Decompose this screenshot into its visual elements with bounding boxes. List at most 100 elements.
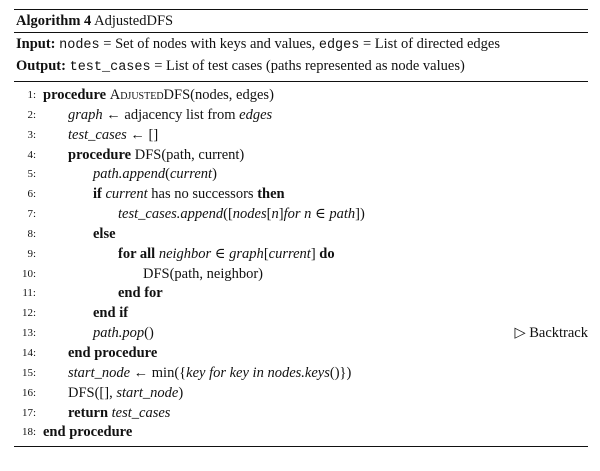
code-token: ∈ bbox=[211, 245, 230, 262]
algorithm-lines: 1: procedure AdjustedDFS(nodes, edges) 2: g… bbox=[14, 86, 588, 443]
line-code: end if bbox=[93, 304, 128, 324]
input-spec: Input: nodes = Set of nodes with keys an… bbox=[14, 33, 588, 56]
algorithm-line: 4: procedure DFS(path, current) bbox=[14, 146, 588, 166]
code-token: DFS([], bbox=[68, 384, 117, 401]
code-token: path bbox=[329, 206, 356, 223]
code-token: current bbox=[105, 186, 148, 203]
input-var-nodes: nodes bbox=[59, 38, 100, 53]
line-code: test_cases ← [] bbox=[68, 126, 158, 146]
algorithm-line: 12: end if bbox=[14, 304, 588, 324]
line-code: test_cases.append([nodes[n]for n ∈ path]… bbox=[118, 205, 365, 225]
code-token: current bbox=[268, 245, 311, 262]
code-token: DFS(nodes, edges) bbox=[163, 87, 274, 103]
algorithm-line: 17: return test_cases bbox=[14, 404, 588, 424]
line-comment: ▷ Backtrack bbox=[514, 325, 588, 342]
code-token: procedure bbox=[43, 87, 110, 103]
code-token: [ bbox=[263, 245, 269, 262]
code-token: neighbor bbox=[158, 245, 212, 262]
algorithm-line: 10: DFS(path, neighbor) bbox=[14, 265, 588, 285]
line-code: path.append(current) bbox=[93, 165, 217, 185]
code-token: ) bbox=[178, 384, 184, 401]
code-token: ← [] bbox=[126, 126, 159, 143]
code-token: () bbox=[144, 325, 154, 342]
algorithm-caption: Algorithm 4 AdjustedDFS bbox=[14, 10, 588, 32]
line-number: 11: bbox=[22, 287, 36, 300]
input-text-edges: = List of directed edges bbox=[359, 36, 501, 52]
code-token: then bbox=[257, 186, 285, 203]
bottom-rule bbox=[14, 446, 588, 448]
algorithm-block: Algorithm 4 AdjustedDFS Input: nodes = S… bbox=[14, 9, 588, 448]
line-number: 2: bbox=[27, 108, 36, 121]
code-token: end procedure bbox=[68, 344, 158, 361]
line-number: 6: bbox=[27, 188, 36, 201]
line-number: 13: bbox=[21, 327, 36, 340]
output-var: test_cases bbox=[69, 60, 151, 75]
code-token: graph bbox=[68, 106, 103, 123]
code-token: end if bbox=[93, 305, 129, 322]
line-code: end procedure bbox=[43, 423, 132, 443]
line-number: 14: bbox=[21, 346, 36, 359]
line-number: 10: bbox=[21, 267, 36, 280]
line-code: start_node ← min({key for key in nodes.k… bbox=[68, 364, 351, 384]
code-token: ( bbox=[165, 166, 170, 183]
top-rule bbox=[14, 9, 588, 10]
algorithm-line: 11: end for bbox=[14, 284, 588, 304]
line-code: procedure AdjustedDFS(nodes, edges) bbox=[43, 86, 274, 106]
code-token: test_cases.append bbox=[118, 206, 224, 223]
line-code: graph ← adjacency list from edges bbox=[68, 106, 272, 126]
output-keyword: Output: bbox=[16, 58, 66, 74]
line-code: for all neighbor ∈ graph[current] do bbox=[118, 245, 335, 265]
code-token: DFS(path, neighbor) bbox=[143, 265, 264, 282]
code-token: Adjusted bbox=[109, 87, 164, 103]
code-token: ] bbox=[310, 245, 320, 262]
code-token: end for bbox=[118, 285, 163, 302]
code-token: key for key in nodes.keys bbox=[186, 364, 330, 381]
line-number: 4: bbox=[27, 148, 36, 161]
algorithm-line: 5: path.append(current) bbox=[14, 165, 588, 185]
code-token: ← adjacency list from bbox=[102, 106, 240, 123]
line-number: 18: bbox=[21, 426, 36, 439]
caption-rule bbox=[14, 32, 588, 33]
line-code: end procedure bbox=[68, 344, 157, 364]
line-number: 7: bbox=[27, 208, 36, 221]
code-token: n bbox=[271, 206, 279, 223]
algorithm-line: 7: test_cases.append([nodes[n]for n ∈ pat… bbox=[14, 205, 588, 225]
algorithm-name: AdjustedDFS bbox=[94, 13, 174, 29]
line-number: 8: bbox=[27, 227, 36, 240]
algorithm-label: Algorithm 4 bbox=[16, 13, 92, 29]
algorithm-line: 13: path.pop() ▷ Backtrack bbox=[14, 324, 588, 344]
code-token: [ bbox=[266, 206, 272, 223]
code-token: ∈ bbox=[311, 206, 330, 223]
line-number: 15: bbox=[21, 366, 36, 379]
code-token: else bbox=[93, 225, 116, 242]
code-token: ([ bbox=[223, 206, 233, 223]
code-token: for n bbox=[283, 206, 312, 223]
algorithm-line: 6: if current has no successors then bbox=[14, 185, 588, 205]
code-token: ) bbox=[212, 166, 217, 183]
line-code: DFS([], start_node) bbox=[68, 384, 183, 404]
code-token: ← min({ bbox=[130, 364, 187, 381]
code-token: nodes bbox=[232, 206, 267, 223]
code-token: procedure bbox=[68, 146, 135, 163]
line-code: if current has no successors then bbox=[93, 185, 285, 205]
line-number: 3: bbox=[27, 128, 36, 141]
line-code: else bbox=[93, 225, 116, 245]
line-code: end for bbox=[118, 284, 163, 304]
code-token: end procedure bbox=[43, 424, 133, 441]
code-token: start_node bbox=[116, 384, 179, 401]
code-token: for all bbox=[118, 245, 159, 262]
algorithm-line: 16: DFS([], start_node) bbox=[14, 384, 588, 404]
code-token: has no successors bbox=[147, 186, 258, 203]
code-token: ] bbox=[278, 206, 284, 223]
line-code: path.pop() bbox=[93, 324, 154, 344]
algorithm-line: 15: start_node ← min({key for key in node… bbox=[14, 364, 588, 384]
algorithm-line: 14: end procedure bbox=[14, 344, 588, 364]
line-number: 1: bbox=[27, 89, 36, 101]
line-code: return test_cases bbox=[68, 404, 170, 424]
code-token: start_node bbox=[68, 364, 131, 381]
line-number: 12: bbox=[21, 307, 36, 320]
line-code: procedure DFS(path, current) bbox=[68, 146, 244, 166]
code-token: if bbox=[93, 186, 106, 203]
code-token: test_cases bbox=[68, 126, 127, 143]
line-number: 9: bbox=[27, 247, 36, 260]
